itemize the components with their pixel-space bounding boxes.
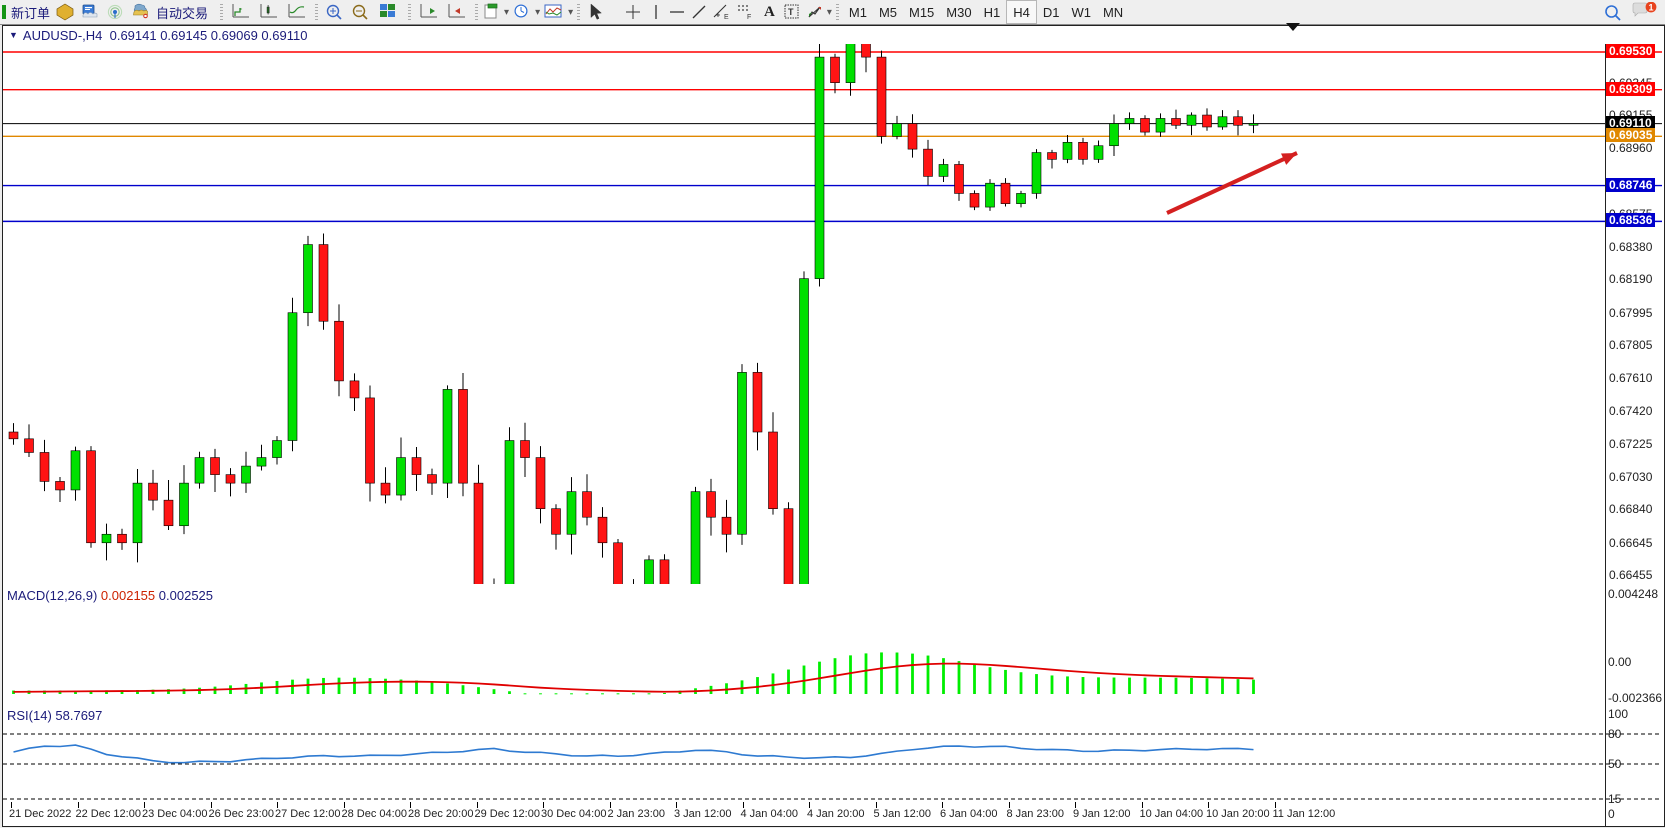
svg-text:E: E <box>724 14 729 21</box>
svg-text:1: 1 <box>1648 2 1653 12</box>
svg-text:T: T <box>788 7 794 17</box>
svg-text:F: F <box>747 14 751 21</box>
